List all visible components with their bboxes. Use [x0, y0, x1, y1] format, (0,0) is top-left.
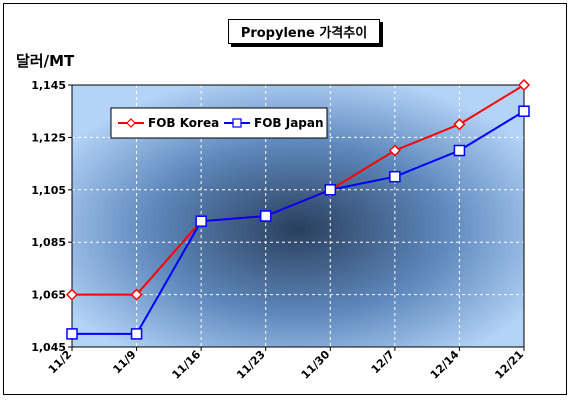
data-point-square — [130, 328, 143, 340]
y-tick-label: 1,125 — [31, 131, 66, 144]
data-point-square — [453, 144, 466, 157]
legend: FOB Korea FOB Japan — [110, 107, 328, 139]
legend-box — [110, 107, 328, 139]
y-tick-label: 1,105 — [31, 184, 66, 197]
y-tick-label: 1,045 — [31, 341, 66, 354]
series-layer — [65, 78, 531, 340]
data-point-diamond — [65, 288, 79, 301]
x-tick-label: 11/16 — [170, 348, 204, 382]
data-point-diamond — [130, 288, 143, 301]
data-point-square — [518, 105, 530, 117]
x-tick-label: 12/7 — [369, 348, 397, 376]
data-point-diamond — [453, 118, 466, 131]
y-tick-label: 1,145 — [31, 79, 66, 92]
x-tick-label: 11/30 — [299, 348, 333, 382]
data-point-square — [389, 170, 401, 183]
data-point-square — [66, 328, 78, 340]
data-point-square — [324, 184, 337, 196]
chart-title: Propylene 가격추이 — [228, 19, 380, 44]
data-point-diamond — [517, 78, 531, 92]
x-tick-label: 12/14 — [428, 348, 462, 382]
legend-label: FOB Korea — [148, 116, 219, 130]
data-point-square — [195, 215, 207, 227]
x-tick-label: 11/23 — [234, 348, 268, 382]
data-point-diamond — [388, 144, 401, 157]
y-tick-label: 1,085 — [31, 236, 66, 249]
legend-label: FOB Japan — [254, 116, 324, 130]
x-tick-label: 12/21 — [492, 348, 526, 382]
legend-marker-square — [232, 118, 242, 128]
x-tick-label: 11/9 — [110, 348, 138, 376]
legend-marker-diamond — [126, 118, 136, 128]
plot-border — [71, 84, 525, 348]
data-point-square — [259, 210, 272, 222]
series-line — [72, 110, 525, 335]
y-tick-label: 1,065 — [31, 289, 66, 302]
y-axis-label: 달러/MT — [16, 52, 75, 70]
